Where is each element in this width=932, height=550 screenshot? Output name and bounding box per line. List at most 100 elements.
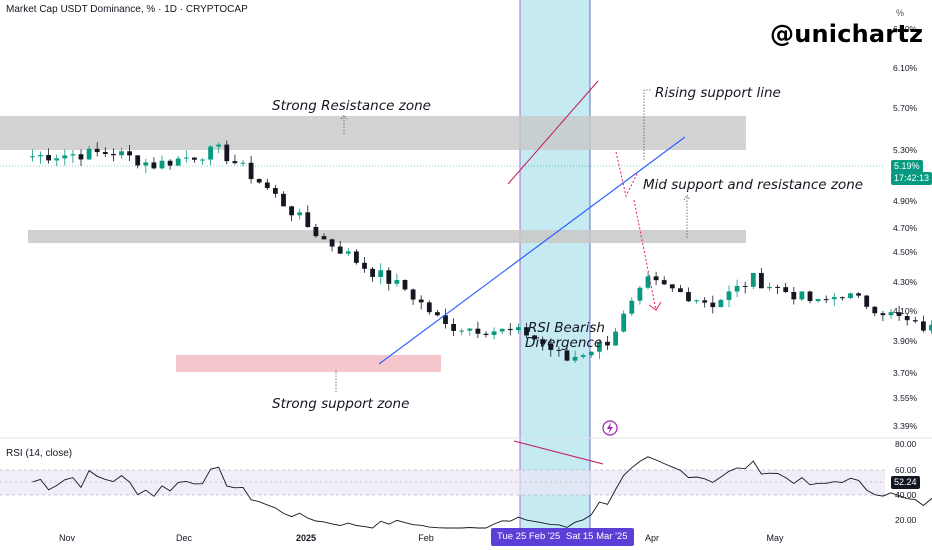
- candle-body: [378, 270, 384, 277]
- pointer-resistance: [340, 114, 348, 134]
- x-highlight-label-start: Tue 25 Feb '25: [491, 528, 567, 546]
- candle-body: [572, 356, 578, 361]
- candle-body: [135, 155, 141, 166]
- candle-body: [929, 324, 932, 331]
- candle-body: [856, 293, 861, 296]
- candle-body: [451, 323, 456, 331]
- candle-body: [232, 161, 238, 164]
- candle-body: [726, 291, 732, 300]
- candle-body: [516, 327, 521, 331]
- candle-body: [734, 285, 740, 292]
- x-tick-label: Apr: [645, 533, 659, 543]
- annotation-rising: Rising support line: [655, 85, 781, 101]
- projection-arrow-2: [633, 199, 657, 311]
- candle-body: [904, 315, 910, 321]
- candle-body: [597, 341, 602, 352]
- y-tick-label: 3.39%: [893, 421, 918, 431]
- candle-body: [208, 146, 213, 160]
- rsi-band: [0, 470, 885, 495]
- candle-body: [483, 333, 489, 336]
- candle-body: [159, 160, 165, 169]
- rising-support-line: [378, 136, 686, 365]
- lightning-icon[interactable]: [602, 420, 618, 436]
- candle-body: [362, 262, 367, 269]
- candle-body: [102, 152, 108, 154]
- candle-body: [556, 349, 562, 351]
- candle-body: [337, 246, 343, 254]
- y-tick-label: 6.10%: [893, 63, 918, 73]
- y-tick-label: 4.50%: [893, 247, 918, 257]
- candle-body: [264, 182, 270, 189]
- candle-body: [524, 327, 529, 336]
- y-tick-label: 5.30%: [893, 145, 918, 155]
- chart-title: Market Cap USDT Dominance, % · 1D · CRYP…: [6, 4, 248, 15]
- x-highlight-label-end: Sat 15 Mar '25: [560, 528, 634, 546]
- current-value-badge: 5.19%: [891, 160, 923, 173]
- x-tick-label: Nov: [59, 533, 76, 543]
- candle-body: [183, 157, 189, 159]
- candle-body: [564, 350, 570, 361]
- candle-body: [921, 321, 926, 331]
- candle-body: [313, 226, 319, 237]
- candles: [30, 140, 932, 364]
- candle-body: [499, 328, 505, 332]
- candle-body: [410, 289, 416, 300]
- candle-body: [62, 155, 68, 159]
- candle-body: [370, 268, 375, 277]
- candle-body: [216, 144, 222, 147]
- candle-body: [896, 312, 902, 316]
- candle-body: [694, 300, 699, 302]
- projection-arrow-1: [615, 151, 639, 198]
- candle-body: [750, 272, 756, 287]
- rsi-line: [32, 456, 932, 529]
- candle-body: [127, 151, 132, 156]
- candle-body: [629, 300, 635, 314]
- candle-body: [273, 188, 278, 194]
- candle-body: [718, 299, 724, 308]
- candle-body: [418, 299, 424, 303]
- candle-body: [742, 285, 748, 287]
- candle-body: [248, 162, 254, 180]
- candle-body: [256, 179, 262, 183]
- candle-body: [880, 313, 886, 316]
- candle-body: [475, 328, 481, 334]
- candle-body: [402, 280, 408, 290]
- projection-arrow-2-head: [648, 301, 662, 311]
- candle-body: [459, 330, 465, 332]
- candle-body: [710, 302, 716, 308]
- y-tick-label: 4.70%: [893, 223, 918, 233]
- rsi-current-badge: 52.24: [891, 476, 920, 489]
- candle-body: [151, 162, 157, 169]
- candle-body: [175, 158, 181, 166]
- candle-body: [443, 315, 448, 324]
- candle-body: [775, 286, 780, 288]
- support-zone: [176, 355, 441, 372]
- watermark: @unichartz: [770, 20, 924, 48]
- highlight-band: [520, 0, 590, 530]
- candle-body: [78, 154, 84, 160]
- x-axis: Nov Dec 2025 Feb Apr May: [59, 533, 784, 543]
- candle-body: [94, 148, 100, 153]
- candle-body: [467, 328, 473, 331]
- candle-body: [613, 331, 618, 346]
- candle-body: [767, 286, 772, 289]
- candle-body: [86, 148, 92, 160]
- annotation-support: Strong support zone: [272, 396, 410, 412]
- candle-body: [38, 154, 43, 157]
- candle-body: [192, 157, 197, 160]
- candle-body: [111, 153, 116, 156]
- rsi-label: RSI (14, close): [6, 448, 73, 459]
- candle-body: [435, 312, 440, 316]
- candle-body: [872, 306, 878, 314]
- countdown-badge: 17:42:13: [891, 172, 932, 185]
- candle-body: [637, 287, 643, 301]
- candle-body: [540, 339, 546, 344]
- candle-body: [394, 280, 400, 284]
- candle-body: [588, 351, 594, 356]
- candle-body: [345, 251, 351, 254]
- candle-body: [823, 299, 829, 301]
- pointer-rising: [643, 89, 652, 160]
- candle-body: [840, 297, 845, 299]
- x-tick-label: Dec: [176, 533, 193, 543]
